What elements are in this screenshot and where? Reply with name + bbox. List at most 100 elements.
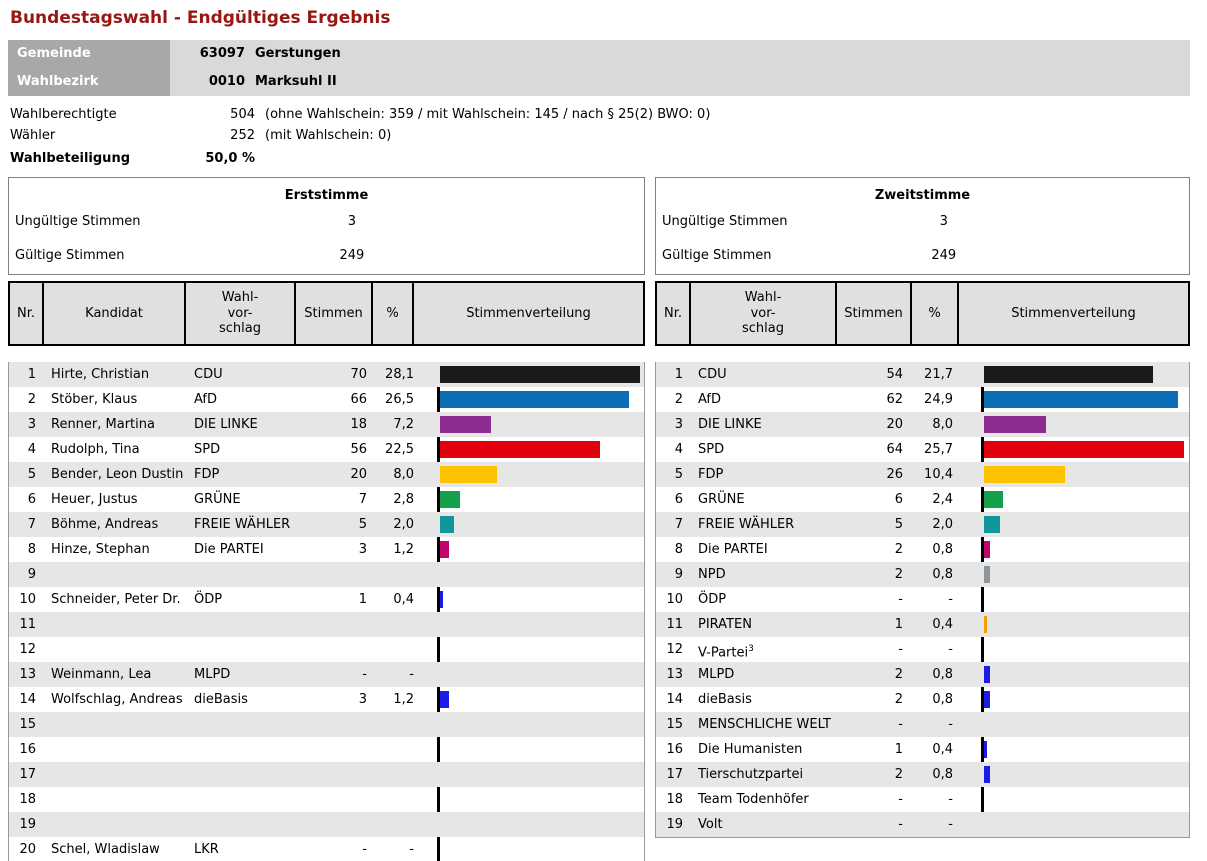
col-header-wahlvorschlag: Wahl- vor- schlag xyxy=(186,283,296,344)
cell-wahlvorschlag xyxy=(187,737,297,762)
col-header-wahlvorschlag: Wahl- vor- schlag xyxy=(691,283,837,344)
cell-wahlvorschlag: MLPD xyxy=(194,667,231,682)
table-row: 12 xyxy=(9,637,644,662)
row-data-cells: 19 Volt - - xyxy=(656,812,1189,837)
cell-stimmen: - xyxy=(898,817,903,832)
vote-bar xyxy=(984,541,991,558)
stat-value: 252 xyxy=(230,128,255,143)
stat-note: (ohne Wahlschein: 359 / mit Wahlschein: … xyxy=(265,107,711,122)
cell-wahlvorschlag: DIE LINKE xyxy=(194,417,258,432)
cell-nr: 18 xyxy=(19,792,36,807)
cell-stimmen: - xyxy=(898,717,903,732)
table-row: 6 Heuer, Justus GRÜNE 7 2,8 xyxy=(9,487,644,512)
stat-value: 50,0 % xyxy=(205,151,255,166)
vote-bar xyxy=(984,366,1153,383)
zweitstimme-summary-box: Zweitstimme Ungültige Stimmen 3 Gültige … xyxy=(655,177,1190,275)
table-row: 6 GRÜNE 6 2,4 xyxy=(656,487,1189,512)
vote-bar xyxy=(440,491,460,508)
wahlbezirk-name: Marksuhl II xyxy=(255,74,337,89)
table-row: 13 MLPD 2 0,8 xyxy=(656,662,1189,687)
cell-prozent: 0,8 xyxy=(932,567,953,582)
col-header-stimmenverteilung: Stimmenverteilung xyxy=(466,305,591,321)
cell-kandidat xyxy=(44,712,187,737)
table-row: 10 Schneider, Peter Dr. ÖDP 1 0,4 xyxy=(9,587,644,612)
cell-wahlvorschlag: DIE LINKE xyxy=(698,417,762,432)
col-header-nr: Nr. xyxy=(657,283,691,344)
zweitstimme-table-header: Nr. Wahl- vor- schlag Stimmen % Stimmenv… xyxy=(655,281,1190,346)
district-info-box: Gemeinde 63097 Gerstungen Wahlbezirk 001… xyxy=(8,40,1190,96)
cell-prozent: - xyxy=(948,792,953,807)
row-data-cells: 2 Stöber, Klaus AfD 66 26,5 xyxy=(9,387,644,412)
stat-wahlberechtigte: Wahlberechtigte 504 (ohne Wahlschein: 35… xyxy=(10,104,1200,125)
cell-wahlvorschlag xyxy=(187,712,297,737)
cell-nr: 13 xyxy=(666,667,683,682)
row-data-cells: 9 xyxy=(9,562,644,587)
cell-prozent: - xyxy=(409,667,414,682)
table-row: 2 Stöber, Klaus AfD 66 26,5 xyxy=(9,387,644,412)
cell-stimmen xyxy=(297,637,374,662)
row-data-cells: 8 Die PARTEI 2 0,8 xyxy=(656,537,1189,562)
cell-kandidat: Hirte, Christian xyxy=(51,367,150,382)
cell-prozent: 0,8 xyxy=(932,767,953,782)
cell-kandidat: Rudolph, Tina xyxy=(51,442,140,457)
cell-wahlvorschlag: ÖDP xyxy=(698,592,727,607)
cell-nr: 15 xyxy=(666,717,683,732)
cell-nr: 6 xyxy=(27,492,36,507)
cell-stimmen: 5 xyxy=(894,517,903,532)
page-title: Bundestagswahl - Endgültiges Ergebnis xyxy=(10,8,391,28)
cell-nr: 12 xyxy=(666,642,683,657)
cell-nr: 4 xyxy=(674,442,683,457)
cell-prozent xyxy=(374,812,418,837)
cell-prozent xyxy=(374,762,418,787)
col-header-nr: Nr. xyxy=(10,283,44,344)
vote-bar xyxy=(984,616,988,633)
cell-prozent: 0,4 xyxy=(393,592,414,607)
cell-prozent: 8,0 xyxy=(393,467,414,482)
cell-prozent: 0,4 xyxy=(932,617,953,632)
cell-stimmen: 2 xyxy=(894,542,903,557)
cell-nr: 2 xyxy=(674,392,683,407)
cell-stimmen: 18 xyxy=(350,417,367,432)
row-data-cells: 18 Team Todenhöfer - - xyxy=(656,787,1189,812)
valid-votes-label: Gültige Stimmen xyxy=(662,248,772,263)
cell-prozent: - xyxy=(948,642,953,657)
row-data-cells: 3 Renner, Martina DIE LINKE 18 7,2 xyxy=(9,412,644,437)
invalid-votes-value: 3 xyxy=(347,214,357,229)
table-row: 1 Hirte, Christian CDU 70 28,1 xyxy=(9,362,644,387)
cell-wahlvorschlag: dieBasis xyxy=(194,692,248,707)
valid-votes-value: 249 xyxy=(339,248,365,263)
row-data-cells: 16 Die Humanisten 1 0,4 xyxy=(656,737,1189,762)
panel-title: Erststimme xyxy=(284,188,369,203)
vote-bar xyxy=(440,541,449,558)
col-header-prozent: % xyxy=(373,283,414,344)
table-row: 4 Rudolph, Tina SPD 56 22,5 xyxy=(9,437,644,462)
cell-wahlvorschlag: Die PARTEI xyxy=(194,542,264,557)
row-data-cells: 9 NPD 2 0,8 xyxy=(656,562,1189,587)
cell-wahlvorschlag: AfD xyxy=(194,392,218,407)
cell-nr: 17 xyxy=(19,767,36,782)
cell-nr: 8 xyxy=(27,542,36,557)
cell-prozent: 25,7 xyxy=(924,442,953,457)
wahlbezirk-number: 0010 xyxy=(208,74,245,89)
table-row: 18 xyxy=(9,787,644,812)
cell-wahlvorschlag: MLPD xyxy=(698,667,735,682)
vote-bar xyxy=(984,766,991,783)
cell-wahlvorschlag: LKR xyxy=(194,842,219,857)
table-row: 13 Weinmann, Lea MLPD - - xyxy=(9,662,644,687)
vote-bar xyxy=(440,416,492,433)
cell-prozent: 0,8 xyxy=(932,692,953,707)
row-data-cells: 15 MENSCHLICHE WELT - - xyxy=(656,712,1189,737)
cell-nr: 5 xyxy=(674,467,683,482)
invalid-votes-label: Ungültige Stimmen xyxy=(15,214,141,229)
row-data-cells: 17 Tierschutzpartei 2 0,8 xyxy=(656,762,1189,787)
row-data-cells: 14 Wolfschlag, Andreas dieBasis 3 1,2 xyxy=(9,687,644,712)
table-row: 9 NPD 2 0,8 xyxy=(656,562,1189,587)
cell-prozent: 2,8 xyxy=(393,492,414,507)
cell-prozent: 0,8 xyxy=(932,542,953,557)
table-row: 17 Tierschutzpartei 2 0,8 xyxy=(656,762,1189,787)
cell-stimmen: 5 xyxy=(358,517,367,532)
cell-prozent: 2,0 xyxy=(393,517,414,532)
row-data-cells: 14 dieBasis 2 0,8 xyxy=(656,687,1189,712)
cell-nr: 3 xyxy=(27,417,36,432)
